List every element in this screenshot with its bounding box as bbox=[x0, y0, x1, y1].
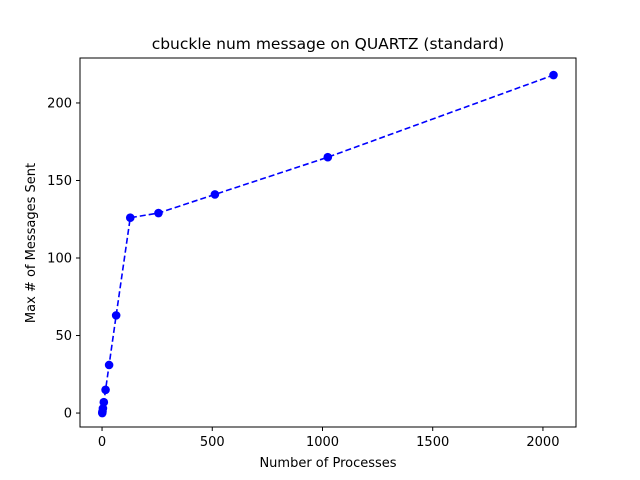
data-point bbox=[210, 190, 220, 199]
x-tick-label: 500 bbox=[200, 435, 225, 450]
x-tick-label: 1500 bbox=[416, 435, 449, 450]
y-axis-label: Max # of Messages Sent bbox=[24, 163, 39, 323]
x-tick-label: 2000 bbox=[526, 435, 559, 450]
plot-area bbox=[97, 70, 558, 418]
data-point bbox=[101, 385, 110, 395]
data-point bbox=[323, 152, 333, 162]
y-tick-label: 150 bbox=[47, 174, 72, 189]
data-point bbox=[111, 311, 121, 320]
x-tick-label: 1000 bbox=[306, 435, 339, 450]
data-point bbox=[104, 360, 114, 370]
x-tick-label: 0 bbox=[98, 435, 106, 450]
y-tick-label: 200 bbox=[47, 96, 72, 111]
y-tick-label: 100 bbox=[47, 252, 72, 267]
y-tick-label: 50 bbox=[55, 329, 72, 344]
axes-frame bbox=[79, 57, 577, 428]
data-point bbox=[549, 70, 558, 80]
data-point bbox=[125, 213, 135, 222]
series-line bbox=[101, 74, 554, 414]
chart-title: cbuckle num message on QUARTZ (standard) bbox=[152, 35, 505, 53]
data-point bbox=[99, 397, 109, 407]
data-point bbox=[154, 208, 163, 218]
axis-ticks: 0 500 1000 1500 2000 0 50 100 150 200 bbox=[47, 96, 559, 450]
x-axis-label: Number of Processes bbox=[259, 456, 396, 471]
y-tick-label: 0 bbox=[64, 407, 72, 422]
